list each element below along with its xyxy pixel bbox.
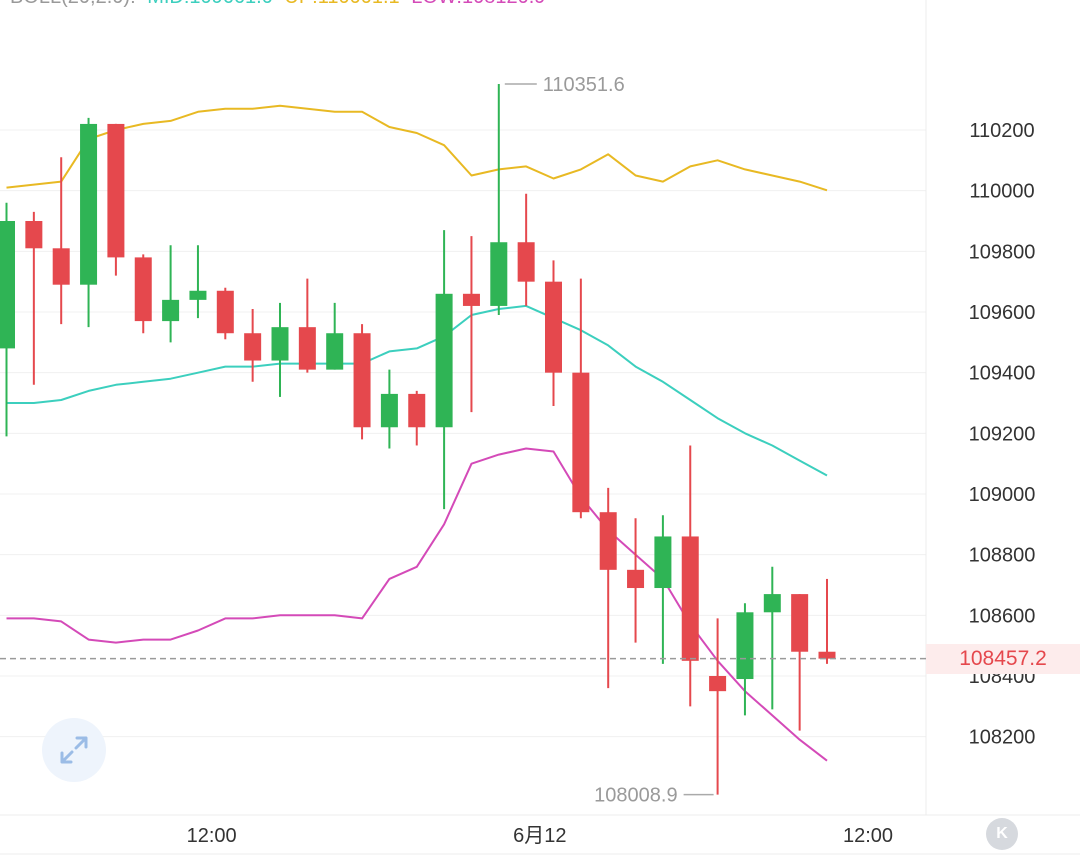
candle-body xyxy=(189,290,207,300)
candle[interactable] xyxy=(435,230,453,510)
candle[interactable] xyxy=(681,445,699,707)
candle[interactable] xyxy=(0,202,15,437)
boll-legend-mid: MID:109661.0 xyxy=(147,0,273,8)
candle-body xyxy=(572,372,590,513)
candle[interactable] xyxy=(380,369,398,449)
boll-legend-title: BOLL(20,2.0): xyxy=(10,0,136,8)
candle-body xyxy=(298,327,316,370)
candle-body xyxy=(244,333,262,361)
candle-body xyxy=(818,651,836,659)
candle[interactable] xyxy=(517,193,535,306)
candle-body xyxy=(380,393,398,428)
candle-body xyxy=(435,293,453,428)
expand-arrows-icon xyxy=(60,736,88,764)
price-annotations: 110351.6 108008.9 xyxy=(0,74,1080,807)
candle[interactable] xyxy=(134,254,152,334)
boll-mid-line xyxy=(6,304,828,477)
y-tick-label: 110000 xyxy=(969,181,1034,203)
candle-body xyxy=(681,536,699,661)
current-price-tag: 108457.2 xyxy=(926,644,1080,674)
candle-body xyxy=(709,675,727,692)
x-tick-label: 12:00 xyxy=(187,825,237,847)
candle-body xyxy=(545,281,562,373)
candle-body xyxy=(0,220,15,349)
candle[interactable] xyxy=(298,278,316,373)
candle-body xyxy=(80,123,98,285)
candle[interactable] xyxy=(353,324,371,440)
candle[interactable] xyxy=(326,302,344,370)
candle-body xyxy=(52,248,70,285)
candle-body xyxy=(162,299,180,322)
candles[interactable] xyxy=(0,84,836,795)
candle[interactable] xyxy=(763,566,781,710)
candle[interactable] xyxy=(791,594,809,731)
candle[interactable] xyxy=(572,278,590,519)
candle-body xyxy=(462,293,480,306)
candle[interactable] xyxy=(271,302,289,397)
candle-body xyxy=(25,220,43,249)
candle[interactable] xyxy=(52,157,70,325)
candle[interactable] xyxy=(80,117,98,328)
boll-legend: BOLL(20,2.0): MID:109661.0 UP:110001.1 L… xyxy=(10,0,551,9)
y-tick-label: 109800 xyxy=(969,241,1036,263)
y-tick-label: 108200 xyxy=(969,727,1036,749)
candle-body xyxy=(736,612,754,680)
boll-legend-low: LOW:108120.9 xyxy=(411,0,545,8)
y-axis: 110200 110000 109800 109600 109400 109200 1090… xyxy=(969,120,1036,749)
candle-body xyxy=(791,594,809,652)
candle[interactable] xyxy=(818,578,836,664)
x-tick-label: 6月12 xyxy=(513,825,566,847)
high-price-label: 110351.6 xyxy=(543,74,625,96)
candle-body xyxy=(271,327,289,361)
candle-body xyxy=(627,569,645,589)
y-tick-label: 109600 xyxy=(969,302,1036,324)
x-tick-label: 12:00 xyxy=(843,825,893,847)
candle[interactable] xyxy=(244,308,262,382)
y-tick-label: 108600 xyxy=(969,605,1036,627)
y-tick-label: 109200 xyxy=(969,423,1036,445)
candle[interactable] xyxy=(462,236,480,413)
candle[interactable] xyxy=(408,390,426,446)
x-axis: 12:00 6月12 12:00 xyxy=(187,825,893,847)
candle-body xyxy=(216,290,234,334)
candle[interactable] xyxy=(216,287,234,340)
y-tick-label: 109000 xyxy=(969,484,1036,506)
candle[interactable] xyxy=(599,487,617,689)
y-tick-label: 110200 xyxy=(969,120,1034,142)
candle[interactable] xyxy=(654,515,672,664)
candle[interactable] xyxy=(709,618,727,795)
candle-body xyxy=(490,242,508,306)
candle[interactable] xyxy=(107,123,125,276)
candle-body xyxy=(353,333,371,428)
expand-button[interactable] xyxy=(42,718,106,782)
candle-body xyxy=(107,123,125,258)
candle-body xyxy=(326,333,344,370)
candle-body xyxy=(517,242,535,282)
candle[interactable] xyxy=(25,211,43,385)
candle[interactable] xyxy=(545,260,562,407)
candle-body xyxy=(134,257,152,322)
k-button[interactable]: K xyxy=(986,818,1018,850)
candle[interactable] xyxy=(189,245,207,319)
candle[interactable] xyxy=(162,245,180,343)
candle-body xyxy=(763,594,781,613)
y-tick-label: 108800 xyxy=(969,545,1036,567)
y-tick-label: 109400 xyxy=(969,363,1036,385)
boll-up-line xyxy=(6,104,828,192)
low-price-label: 108008.9 xyxy=(594,785,677,807)
candle[interactable] xyxy=(627,518,645,643)
candle[interactable] xyxy=(490,84,508,316)
boll-legend-up: UP:110001.1 xyxy=(284,0,399,8)
candle-body xyxy=(599,512,617,570)
candle-body xyxy=(408,393,426,428)
candle-body xyxy=(654,536,672,589)
boll-low-line xyxy=(6,447,828,762)
